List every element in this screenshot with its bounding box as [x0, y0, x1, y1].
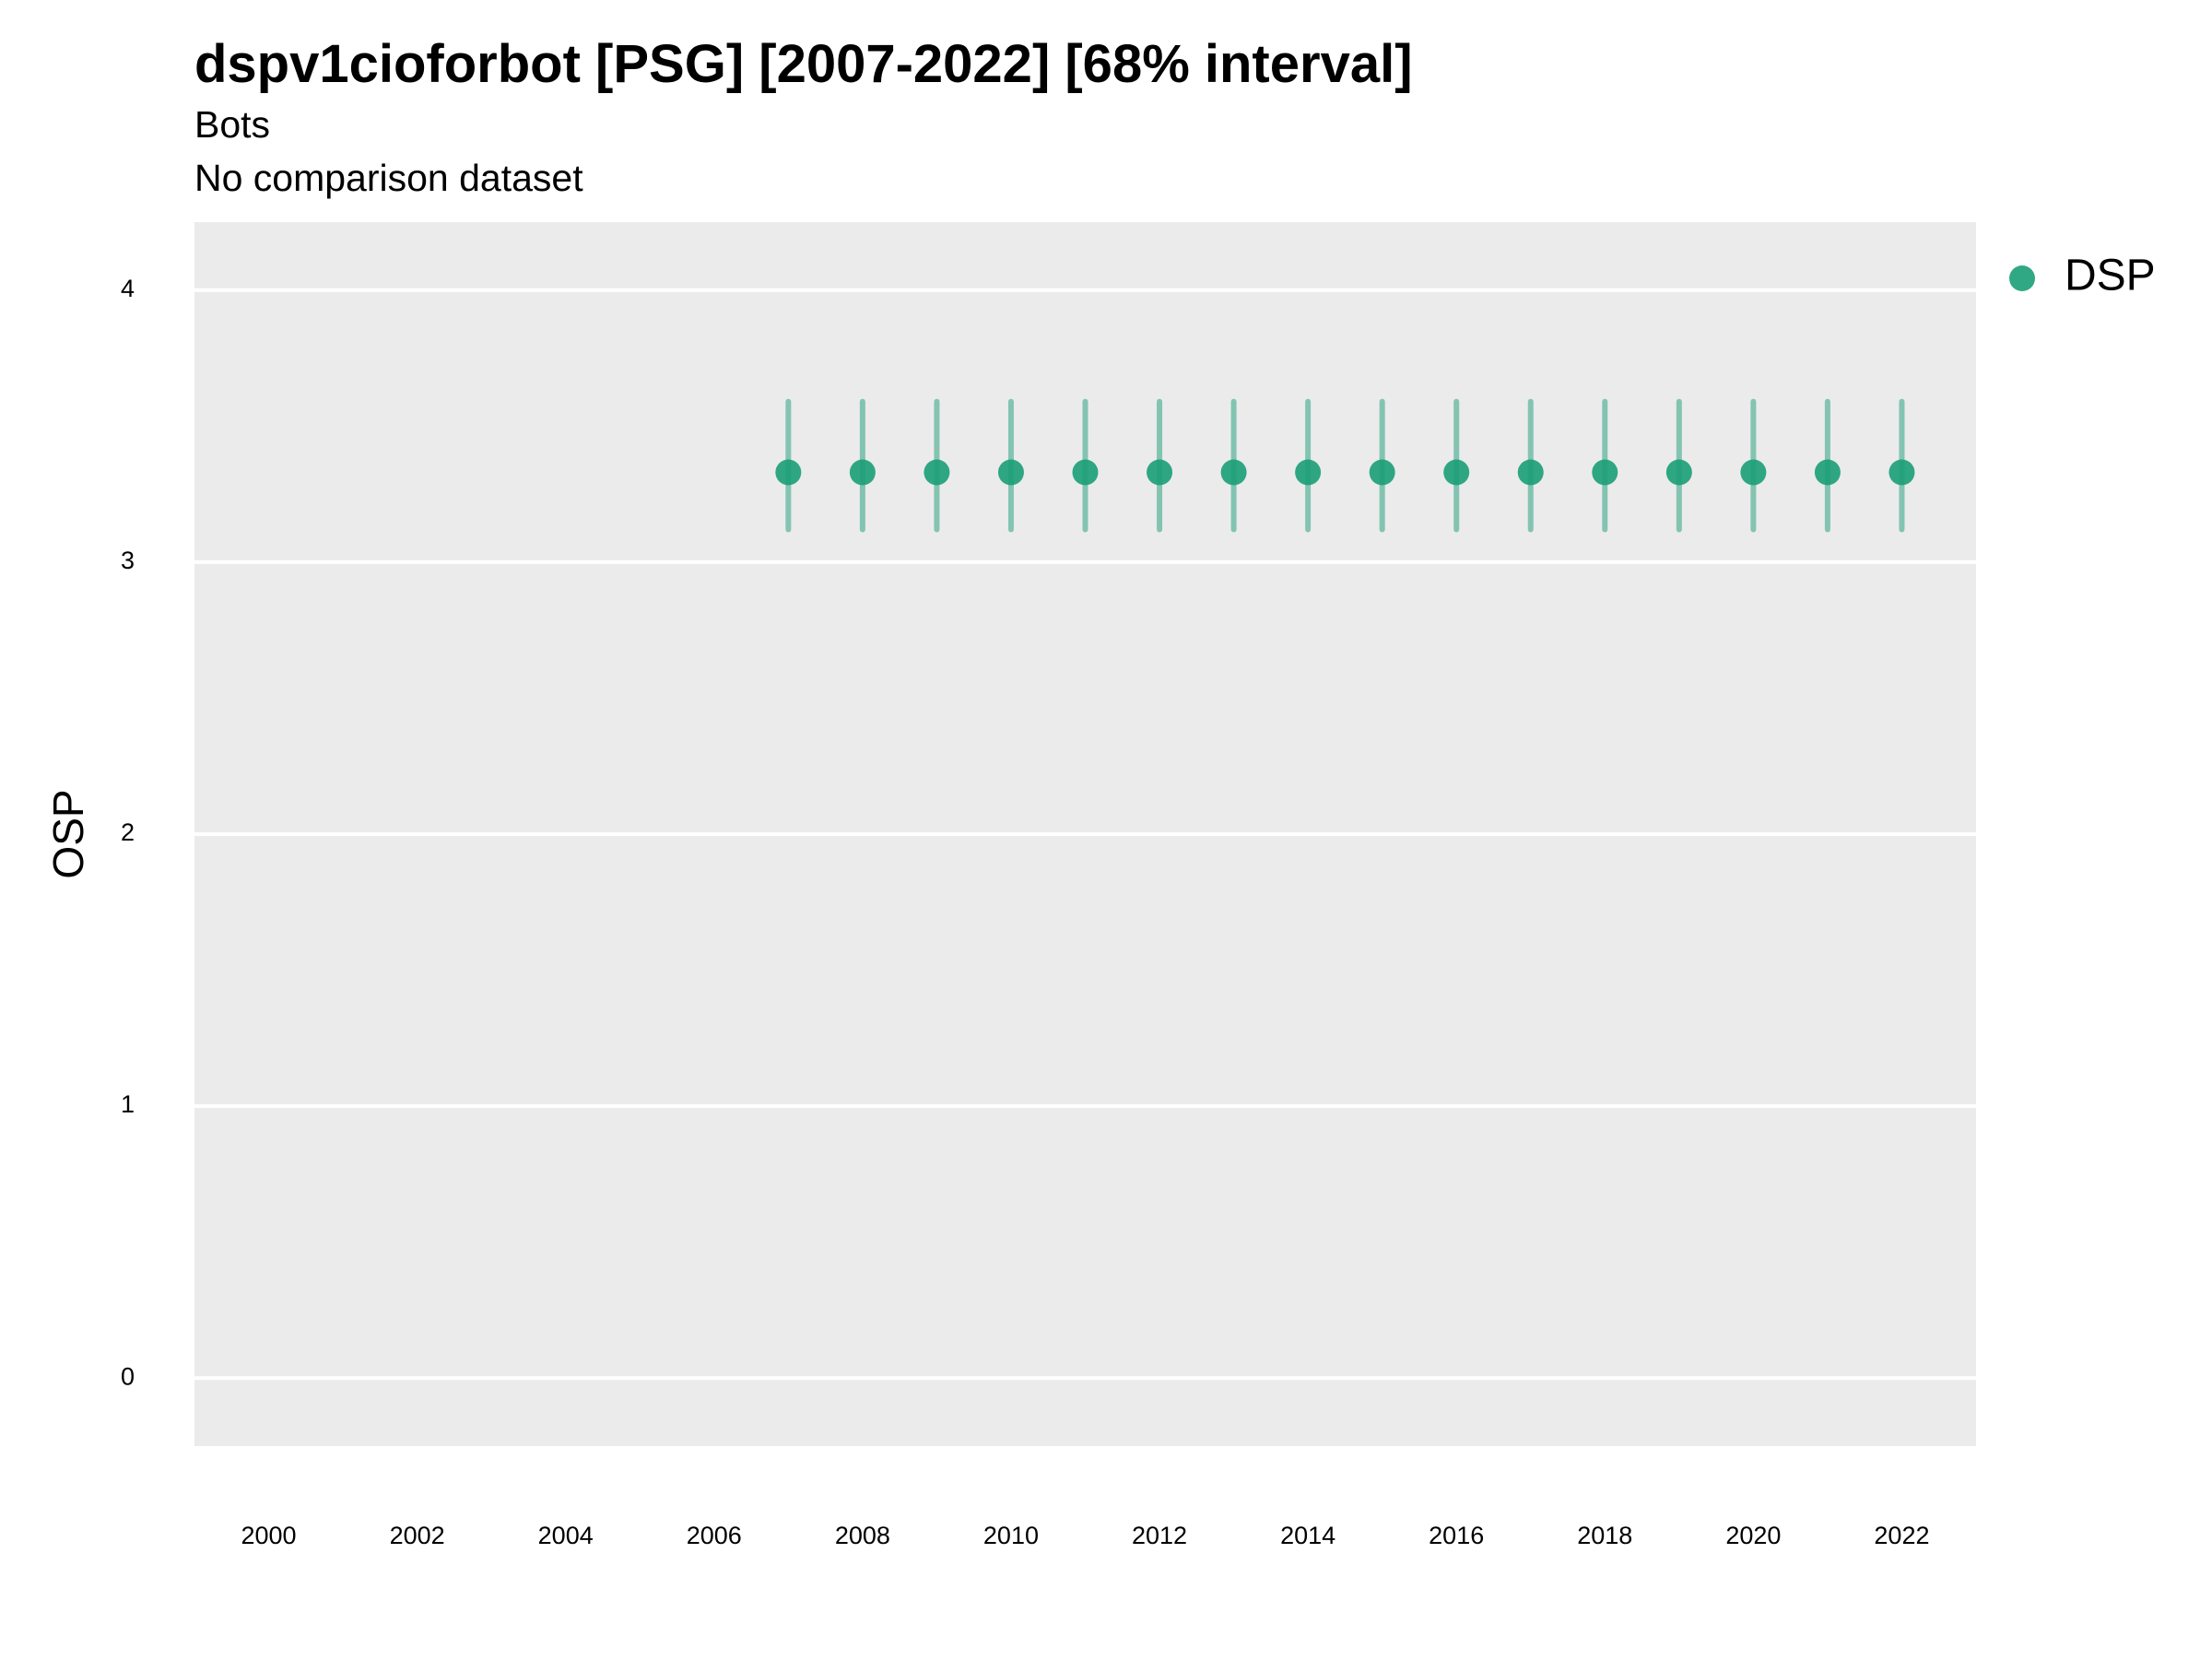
x-tick-label-2022: 2022 [1874, 1522, 1929, 1549]
x-tick-label-2002: 2002 [390, 1522, 445, 1549]
x-axis-ticks: 2000 2002 2004 2006 2008 2010 2012 2014 2016 2018… [241, 1522, 1930, 1549]
legend-label-dsp: DSP [2065, 252, 2156, 300]
data-point-2011 [1072, 459, 1099, 486]
y-tick-label-0: 0 [121, 1362, 135, 1390]
chart-subtitle: Bots [194, 103, 271, 146]
data-point-2014 [1295, 459, 1322, 486]
y-tick-label-4: 4 [121, 275, 135, 302]
x-tick-label-2012: 2012 [1132, 1522, 1187, 1549]
x-tick-label-2006: 2006 [687, 1522, 742, 1549]
y-axis-ticks: 0 1 2 3 4 [121, 275, 135, 1390]
y-tick-label-2: 2 [121, 818, 135, 846]
x-tick-label-2004: 2004 [538, 1522, 594, 1549]
x-tick-label-2010: 2010 [983, 1522, 1039, 1549]
x-tick-label-2000: 2000 [241, 1522, 297, 1549]
x-tick-label-2016: 2016 [1429, 1522, 1484, 1549]
data-point-2009 [924, 459, 950, 486]
legend: DSP [2009, 252, 2156, 300]
data-point-2013 [1220, 459, 1247, 486]
data-point-2007 [775, 459, 802, 486]
data-point-2022 [1888, 459, 1915, 486]
gridlines [194, 288, 1976, 1381]
data-point-2019 [1665, 459, 1692, 486]
legend-key-dsp [2009, 265, 2035, 291]
y-axis-label: OSP [44, 789, 92, 878]
data-point-2010 [997, 459, 1024, 486]
chart-title: dspv1cioforbot [PSG] [2007-2022] [68% in… [194, 34, 1413, 94]
data-points [775, 459, 1915, 486]
data-point-2016 [1443, 459, 1470, 486]
data-point-2008 [849, 459, 876, 486]
data-point-2012 [1147, 459, 1173, 486]
x-tick-label-2014: 2014 [1280, 1522, 1335, 1549]
x-tick-label-2020: 2020 [1725, 1522, 1781, 1549]
y-tick-label-3: 3 [121, 547, 135, 574]
data-point-2021 [1814, 459, 1841, 486]
data-point-2017 [1517, 459, 1544, 486]
data-point-2015 [1369, 459, 1395, 486]
y-tick-label-1: 1 [121, 1090, 135, 1118]
x-tick-label-2008: 2008 [835, 1522, 890, 1549]
x-tick-label-2018: 2018 [1577, 1522, 1632, 1549]
data-point-2018 [1592, 459, 1618, 486]
chart-caption: No comparison dataset [194, 157, 583, 199]
data-point-2020 [1740, 459, 1767, 486]
